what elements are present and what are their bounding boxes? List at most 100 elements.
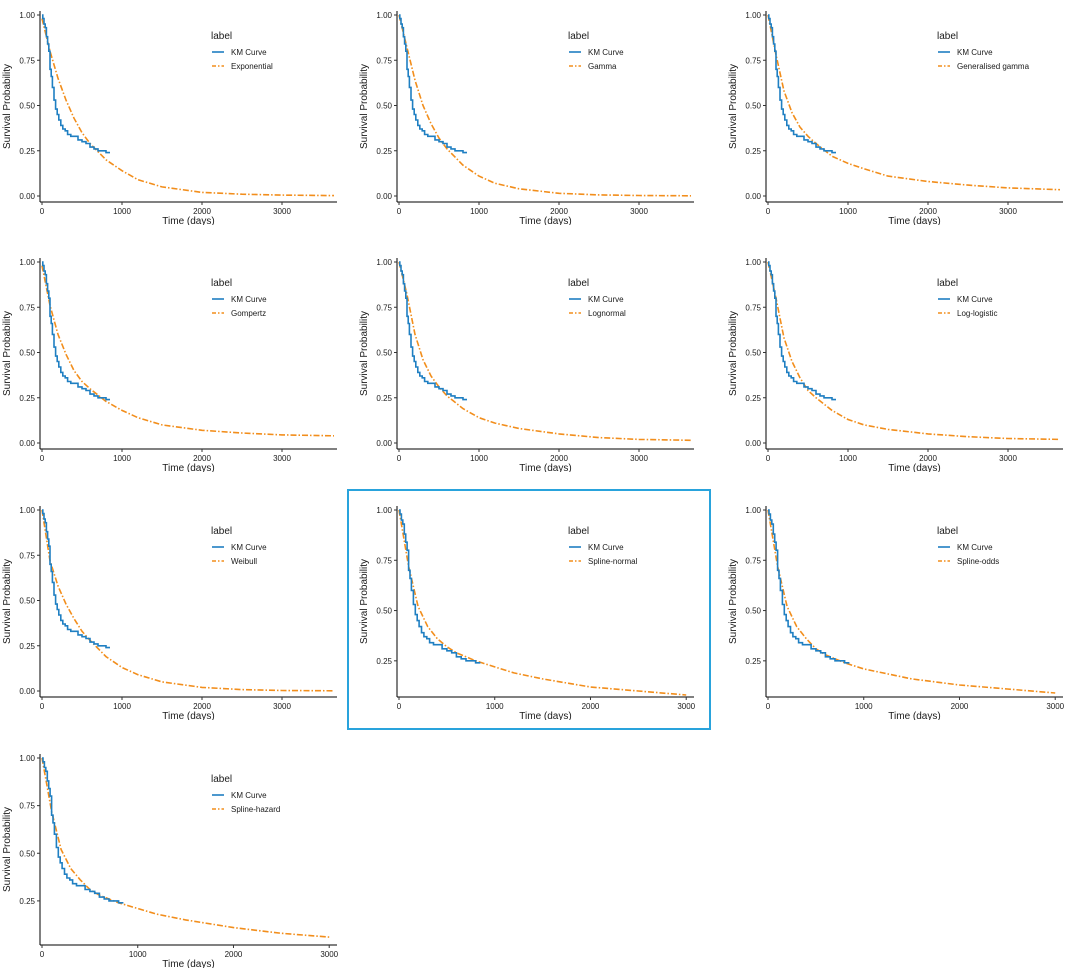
survival-chart: 0.25 0.50 0.75 1.00 0 1000 2000 3000 Time (days)…	[359, 506, 696, 722]
fitted-curve-line	[41, 265, 335, 437]
y-tick-label: 0.50	[376, 349, 392, 358]
y-tick-label: 0.25	[19, 897, 35, 906]
legend-title: label	[211, 774, 232, 785]
legend-fit-label: Weibull	[231, 557, 257, 566]
x-tick-label: 2000	[582, 702, 600, 711]
x-axis-title: Time (days)	[888, 216, 940, 225]
y-tick-label: 1.00	[745, 258, 761, 267]
y-tick-label: 0.25	[376, 147, 392, 156]
legend-km-label: KM Curve	[231, 791, 267, 800]
y-tick-label: 0.25	[376, 657, 392, 666]
fitted-curve-line	[398, 14, 692, 197]
survival-chart: 0.00 0.25 0.50 0.75 1.00 0 1000 2000 3000 Time (d…	[728, 258, 1063, 474]
y-tick-label: 1.00	[745, 11, 761, 20]
y-tick-label: 0.75	[19, 56, 35, 65]
km-curve-line	[42, 14, 110, 154]
fitted-curve-line	[41, 757, 330, 938]
y-axis-title: Survival Probability	[2, 311, 13, 396]
y-tick-label: 1.00	[376, 11, 392, 20]
x-tick-label: 0	[766, 207, 771, 216]
y-tick-label: 0.00	[19, 192, 35, 201]
legend-km-label: KM Curve	[231, 48, 267, 57]
fitted-curve-line	[767, 14, 1061, 191]
x-axis-title: Time (days)	[162, 216, 214, 225]
x-tick-label: 1000	[470, 454, 488, 463]
x-tick-label: 3000	[320, 950, 338, 959]
x-tick-label: 2000	[193, 207, 211, 216]
y-tick-label: 0.50	[745, 102, 761, 111]
x-tick-label: 1000	[855, 702, 873, 711]
y-tick-label: 1.00	[745, 506, 761, 515]
km-curve-line	[399, 261, 467, 401]
y-tick-label: 0.00	[745, 192, 761, 201]
fitted-curve-line	[41, 18, 335, 197]
x-axis-title: Time (days)	[888, 711, 940, 720]
legend-title: label	[211, 526, 232, 537]
y-tick-label: 0.00	[745, 439, 761, 448]
y-tick-label: 1.00	[19, 754, 35, 763]
y-tick-label: 0.75	[745, 56, 761, 65]
survival-chart: 0.00 0.25 0.50 0.75 1.00 0 1000 2000 3000 Time (d…	[359, 11, 694, 227]
y-tick-label: 0.25	[745, 147, 761, 156]
y-tick-label: 0.25	[19, 642, 35, 651]
survival-chart-panel: 0.00 0.25 0.50 0.75 1.00 0 1000 2000 3000 Time (d…	[726, 252, 1065, 474]
x-tick-label: 3000	[630, 454, 648, 463]
survival-chart-panel: 0.00 0.25 0.50 0.75 1.00 0 1000 2000 3000 Time (d…	[0, 5, 340, 227]
km-curve-line	[42, 261, 110, 401]
x-tick-label: 3000	[273, 454, 291, 463]
x-tick-label: 1000	[113, 454, 131, 463]
x-tick-label: 3000	[630, 207, 648, 216]
y-tick-label: 1.00	[19, 11, 35, 20]
km-curve-line	[768, 261, 836, 401]
legend-fit-label: Spline-normal	[588, 557, 638, 566]
y-tick-label: 0.50	[376, 607, 392, 616]
y-tick-label: 0.75	[376, 556, 392, 565]
fitted-curve-line	[767, 261, 1061, 441]
x-tick-label: 3000	[999, 454, 1017, 463]
survival-chart-panel: 0.25 0.50 0.75 1.00 0 1000 2000 3000 Time (days)…	[726, 500, 1065, 722]
legend-km-label: KM Curve	[957, 295, 993, 304]
y-tick-label: 0.25	[745, 657, 761, 666]
survival-chart: 0.25 0.50 0.75 1.00 0 1000 2000 3000 Time (days)…	[728, 506, 1065, 722]
x-tick-label: 3000	[273, 702, 291, 711]
x-tick-label: 1000	[129, 950, 147, 959]
survival-chart: 0.00 0.25 0.50 0.75 1.00 0 1000 2000 3000 Time (d…	[2, 11, 337, 227]
legend-km-label: KM Curve	[957, 543, 993, 552]
y-axis-title: Survival Probability	[2, 64, 13, 149]
y-tick-label: 0.50	[745, 607, 761, 616]
survival-chart-panel: 0.00 0.25 0.50 0.75 1.00 0 1000 2000 3000 Time (d…	[357, 5, 697, 227]
legend-title: label	[937, 526, 958, 537]
x-tick-label: 0	[766, 702, 771, 711]
x-tick-label: 0	[40, 454, 45, 463]
km-curve-line	[42, 757, 124, 904]
fitted-curve-line	[398, 509, 687, 696]
legend-title: label	[568, 526, 589, 537]
fitted-curve-line	[398, 261, 692, 442]
y-tick-label: 1.00	[376, 506, 392, 515]
x-tick-label: 1000	[470, 207, 488, 216]
legend-title: label	[937, 278, 958, 289]
legend-fit-label: Gamma	[588, 62, 617, 71]
y-tick-label: 1.00	[19, 506, 35, 515]
y-tick-label: 1.00	[19, 258, 35, 267]
fitted-curve-line	[767, 509, 1056, 694]
x-axis-title: Time (days)	[519, 711, 571, 720]
y-tick-label: 0.00	[376, 439, 392, 448]
y-tick-label: 0.75	[376, 56, 392, 65]
x-tick-label: 2000	[550, 454, 568, 463]
x-tick-label: 3000	[1046, 702, 1064, 711]
x-tick-label: 1000	[113, 702, 131, 711]
x-tick-label: 3000	[273, 207, 291, 216]
y-tick-label: 0.75	[745, 303, 761, 312]
y-tick-label: 0.50	[19, 102, 35, 111]
legend-km-label: KM Curve	[231, 295, 267, 304]
x-tick-label: 0	[40, 950, 45, 959]
y-tick-label: 0.75	[745, 556, 761, 565]
x-tick-label: 2000	[951, 702, 969, 711]
legend-km-label: KM Curve	[588, 295, 624, 304]
survival-chart: 0.00 0.25 0.50 0.75 1.00 0 1000 2000 3000 Time (d…	[359, 258, 694, 474]
legend-title: label	[211, 278, 232, 289]
y-tick-label: 0.00	[19, 687, 35, 696]
survival-chart: 0.00 0.25 0.50 0.75 1.00 0 1000 2000 3000 Time (d…	[2, 506, 337, 722]
legend-title: label	[568, 31, 589, 42]
